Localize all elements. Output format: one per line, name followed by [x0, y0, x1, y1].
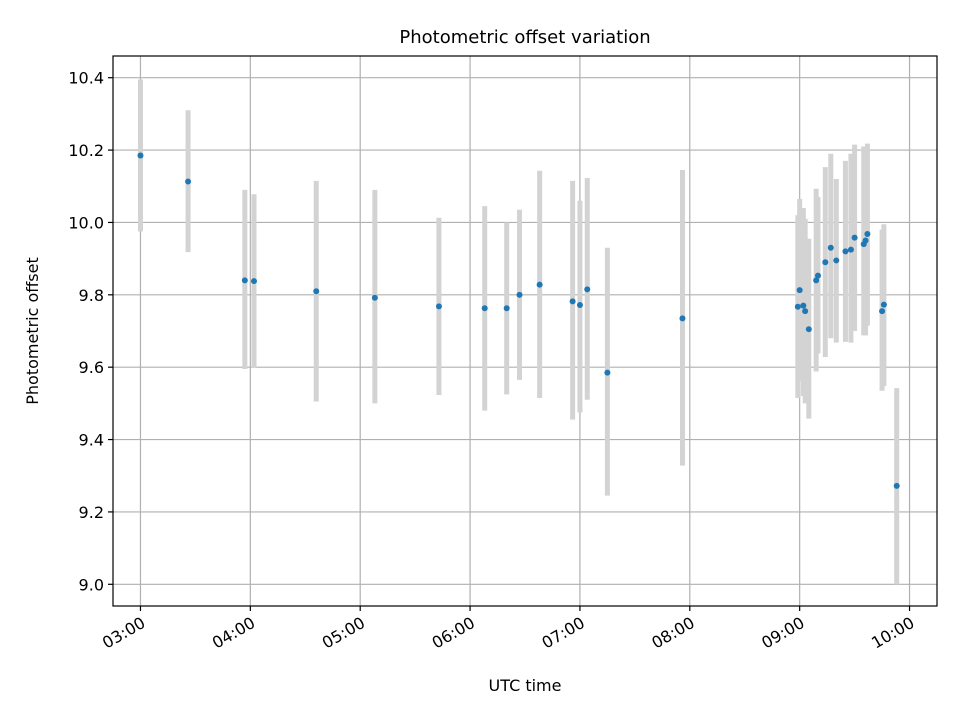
y-tick-label: 9.4: [79, 431, 104, 450]
data-point: [185, 178, 192, 185]
x-tick-label: 03:00: [99, 613, 148, 653]
data-point: [805, 326, 812, 333]
data-point: [880, 301, 887, 308]
data-point: [879, 308, 886, 315]
data-point: [800, 302, 807, 309]
data-point: [576, 301, 583, 308]
data-point: [822, 259, 829, 266]
data-point: [313, 288, 320, 295]
data-point: [802, 308, 809, 315]
data-point: [516, 291, 523, 298]
data-point: [813, 277, 820, 284]
x-tick-label: 04:00: [209, 613, 258, 653]
data-point: [481, 305, 488, 312]
data-point: [827, 244, 834, 251]
data-point: [371, 294, 378, 301]
y-tick-label: 9.6: [79, 358, 104, 377]
point-layer: [137, 152, 900, 489]
data-point: [796, 287, 803, 294]
data-point: [604, 369, 611, 376]
data-point: [862, 237, 869, 244]
x-tick-label: 05:00: [319, 613, 368, 653]
data-point: [679, 315, 686, 322]
data-point: [833, 257, 840, 264]
errorbar-layer: [137, 79, 900, 585]
x-tick-label: 06:00: [429, 613, 478, 653]
x-tick-label: 07:00: [539, 613, 588, 653]
data-point: [814, 272, 821, 279]
y-tick-label: 9.8: [79, 286, 104, 305]
chart-title: Photometric offset variation: [399, 27, 650, 48]
x-axis-label: UTC time: [489, 676, 562, 695]
tick-layer: 03:00 04:00 05:00 06:00 07:00 08:00 09:00 10:00…: [68, 69, 917, 653]
data-point: [847, 246, 854, 253]
y-tick-label: 10.4: [68, 69, 104, 88]
data-point: [435, 303, 442, 310]
data-point: [584, 286, 591, 293]
data-point: [250, 278, 257, 285]
data-point: [137, 152, 144, 159]
x-tick-label: 10:00: [868, 613, 917, 653]
data-point: [536, 281, 543, 288]
data-point: [794, 303, 801, 310]
data-point: [893, 482, 900, 489]
data-point: [851, 234, 858, 241]
grid-layer: [113, 56, 937, 606]
x-tick-label: 08:00: [648, 613, 697, 653]
data-point: [842, 248, 849, 255]
y-tick-label: 9.0: [79, 575, 104, 594]
y-tick-label: 10.2: [68, 141, 104, 160]
data-point: [864, 231, 871, 238]
y-tick-label: 9.2: [79, 503, 104, 522]
x-tick-label: 09:00: [758, 613, 807, 653]
y-axis-label: Photometric offset: [23, 257, 42, 405]
y-tick-label: 10.0: [68, 213, 104, 232]
data-point: [503, 305, 510, 312]
plot-area-frame: [112, 55, 938, 607]
data-point: [569, 298, 576, 305]
data-point: [241, 277, 248, 284]
